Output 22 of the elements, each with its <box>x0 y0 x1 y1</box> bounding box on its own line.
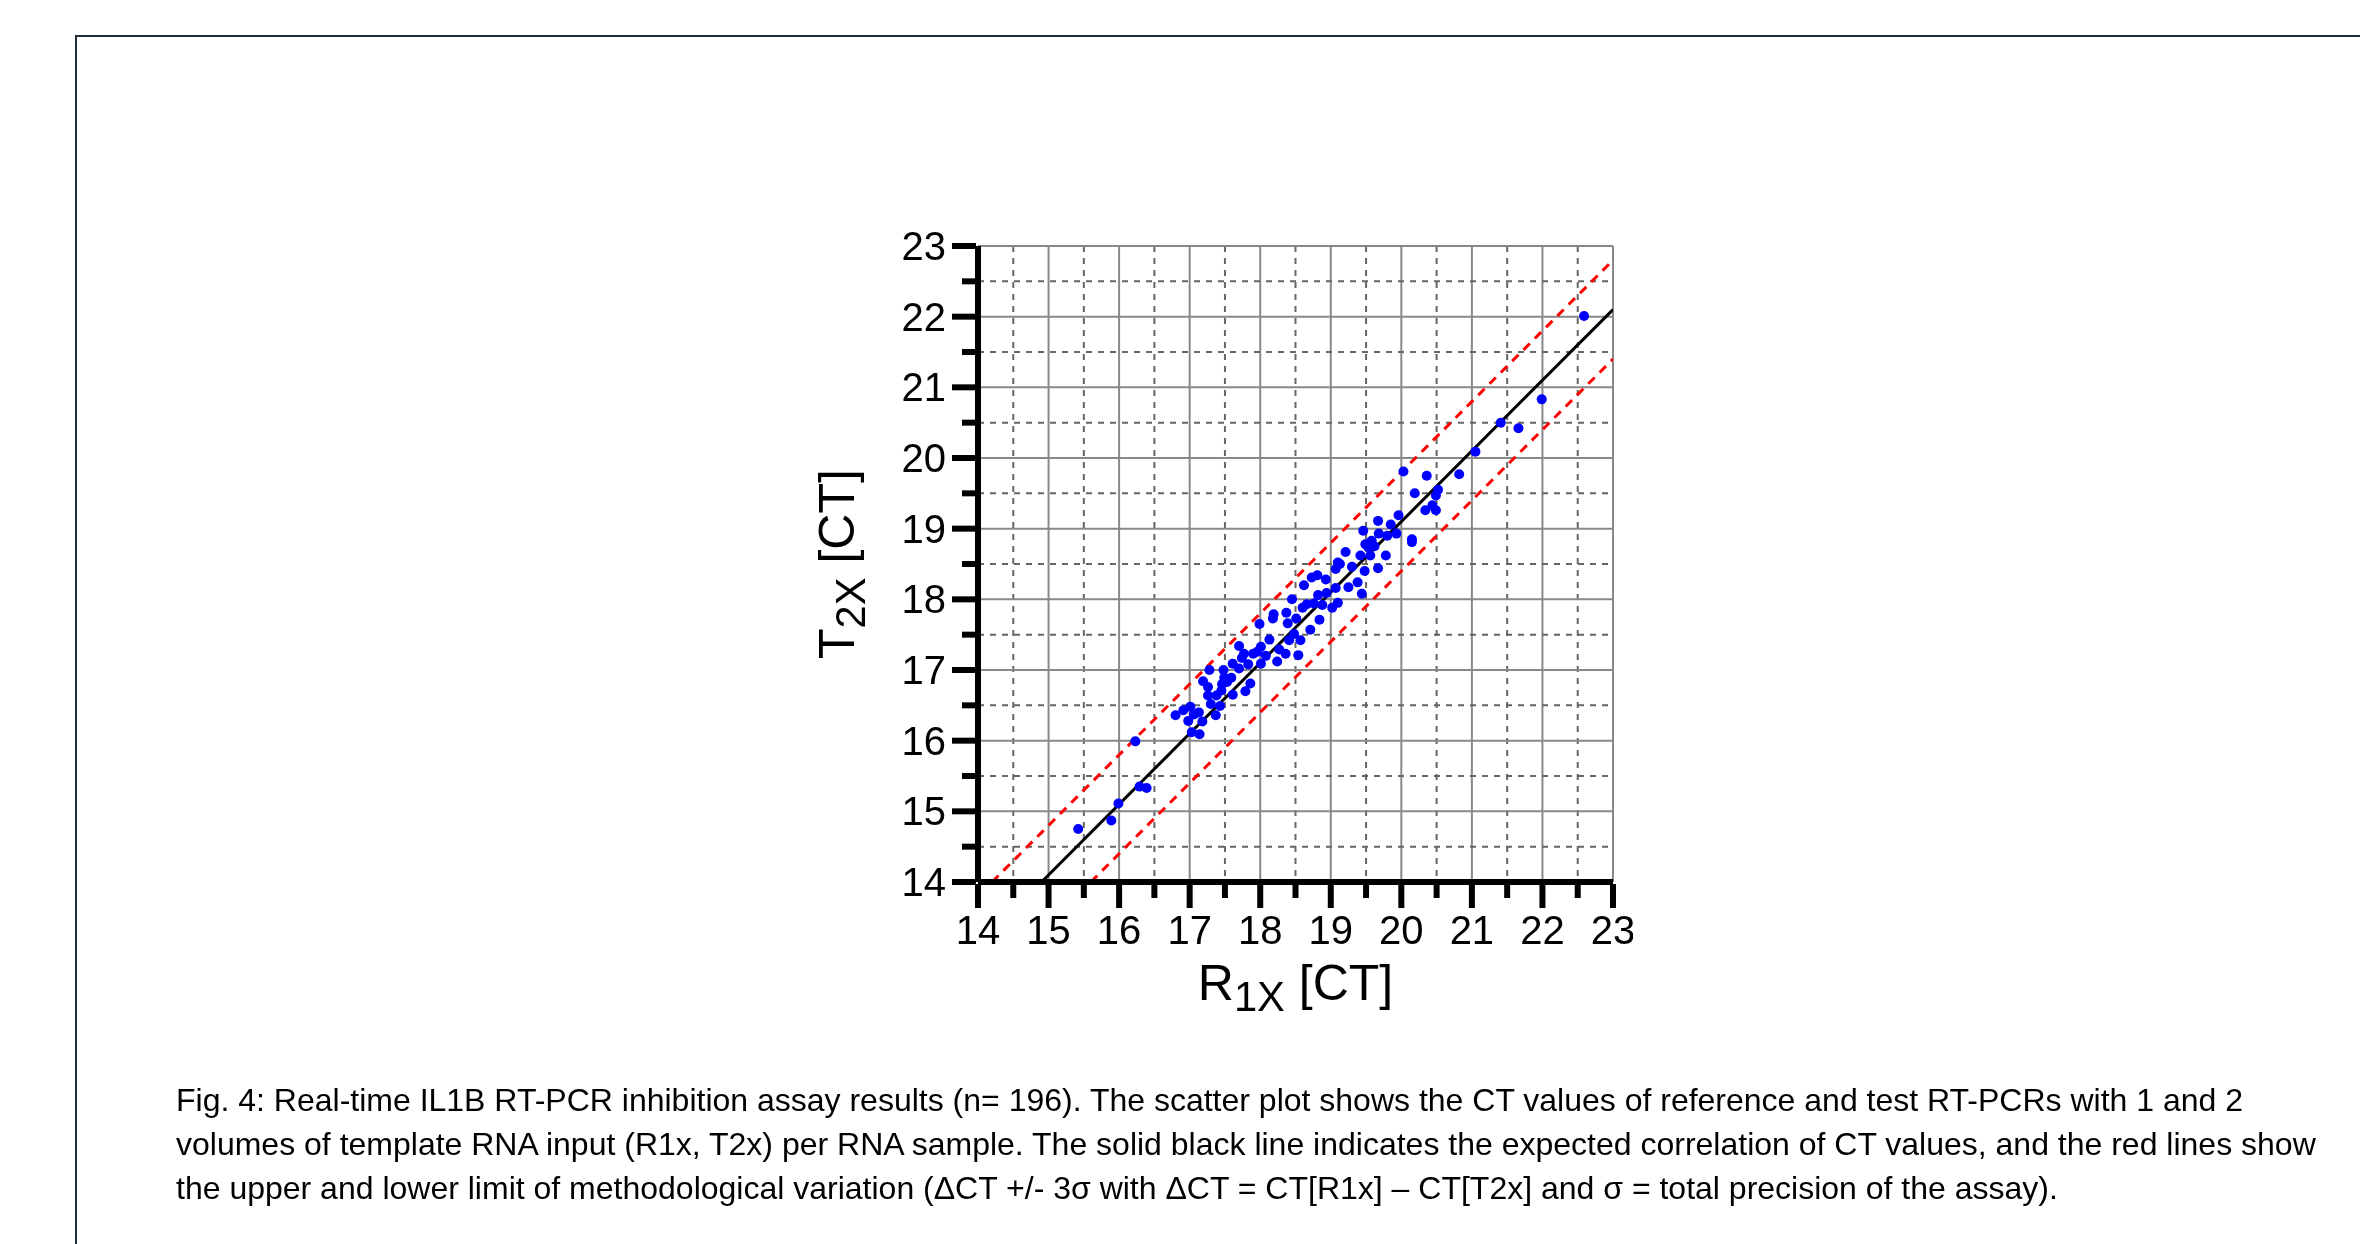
x-tick-label: 14 <box>955 908 1001 952</box>
y-tick-label: 15 <box>901 789 946 834</box>
y-tick-label: 22 <box>901 294 946 339</box>
y-tick-label: 21 <box>901 365 946 410</box>
y-tick-label: 18 <box>901 577 946 622</box>
x-tick-label: 22 <box>1520 908 1565 952</box>
x-tick-label: 15 <box>1026 908 1071 952</box>
y-tick-label: 16 <box>901 718 946 763</box>
y-tick-label: 17 <box>901 648 946 692</box>
y-tick-label: 19 <box>901 506 946 551</box>
x-tick-label: 18 <box>1237 908 1283 952</box>
x-tick-label: 19 <box>1308 908 1354 952</box>
x-axis-title: R$_{1X}$ [CT] <box>1196 954 1395 1021</box>
caption: Fig. 4: Real-time IL1B RT-PCR inhibition assay results (n= 196). The scatter plot shows the CT values of reference and test RT-PCRs with 1 and 2 volumes of template RNA input (R1x, T2x) per RNA sample. The solid black line indicates the expected correlation of CT values, and the red lines show the upper and lower limit of methodological variation (ΔCT +/- 3σ with ΔCT = CT[R1x] – CT[T2x] and σ = total precision of the assay). <box>176 1081 2317 1208</box>
y-tick-label: 23 <box>901 224 946 268</box>
x-tick-label: 21 <box>1449 908 1495 952</box>
y-tick-label: 14 <box>901 860 946 904</box>
x-tick-label: 20 <box>1379 908 1424 952</box>
x-tick-label: 23 <box>1590 908 1636 952</box>
x-tick-label: 16 <box>1096 908 1142 952</box>
y-tick-label: 20 <box>901 436 946 480</box>
x-tick-label: 17 <box>1167 908 1212 952</box>
